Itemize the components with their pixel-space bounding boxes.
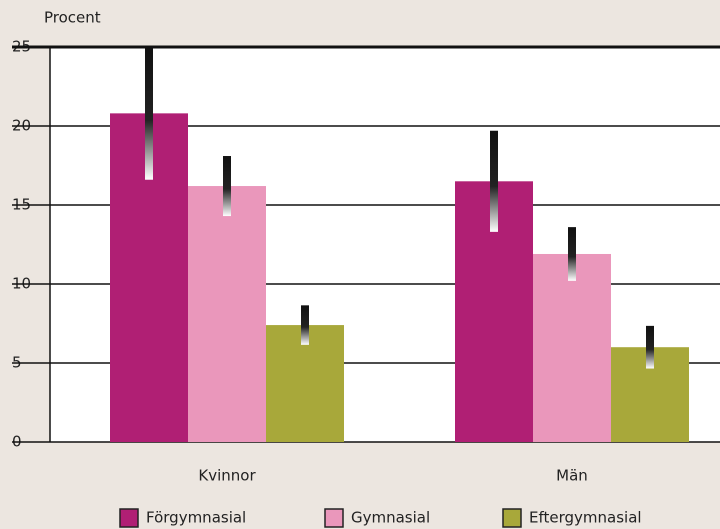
bar: [533, 253, 611, 442]
x-tick-label: Kvinnor: [198, 467, 256, 485]
error-bar: [646, 325, 654, 369]
bar: [188, 186, 266, 442]
legend-label: Förgymnasial: [146, 509, 246, 527]
legend-swatch: [502, 508, 522, 528]
legend-label: Eftergymnasial: [529, 509, 642, 527]
error-bar: [145, 47, 153, 180]
error-bar: [568, 227, 576, 281]
error-bar: [223, 156, 231, 217]
legend-swatch: [119, 508, 139, 528]
y-axis-label: Procent: [44, 9, 101, 27]
x-tick-label: Män: [556, 467, 588, 485]
error-bar: [490, 130, 498, 232]
legend-swatch: [324, 508, 344, 528]
legend-label: Gymnasial: [351, 509, 430, 527]
error-bar: [301, 305, 309, 345]
